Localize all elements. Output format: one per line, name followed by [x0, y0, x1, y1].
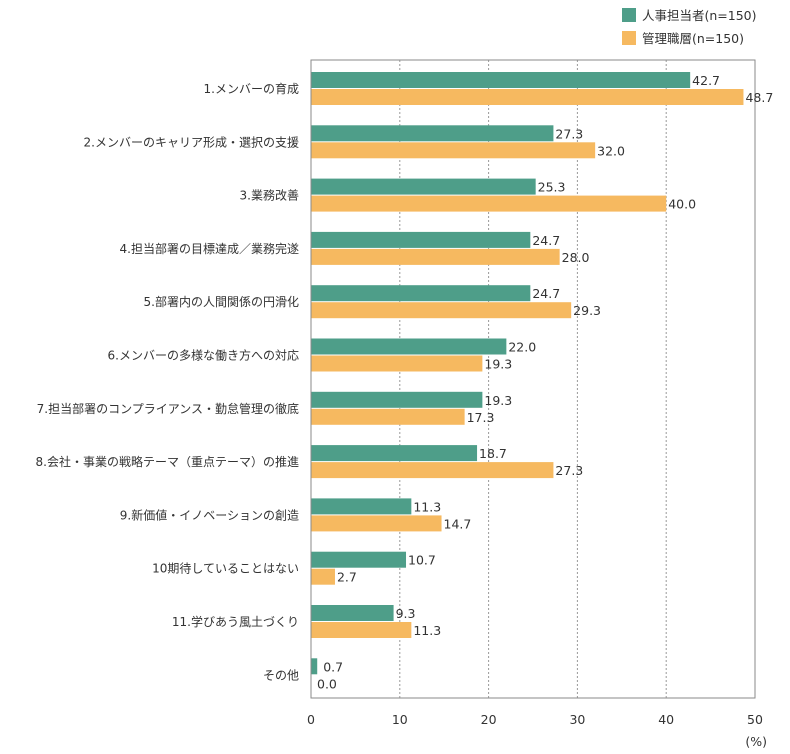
value-label: 42.7 [692, 73, 720, 88]
bar-manager [311, 568, 335, 585]
value-label: 24.7 [532, 286, 560, 301]
x-tick-label: 30 [569, 712, 585, 727]
legend-label: 管理職層(n=150) [642, 31, 744, 46]
bar-manager [311, 622, 412, 638]
value-label: 10.7 [408, 553, 436, 568]
bar-hr [311, 125, 554, 142]
bar-hr [311, 338, 507, 355]
labels: 42.7 48.7 1.メンバーの育成 27.3 32.0 2.メンバーのキャリア形成・選… [36, 73, 774, 691]
plot-frame [310, 59, 756, 699]
value-label: 11.3 [413, 499, 441, 514]
bar-hr [311, 231, 531, 248]
category-label: 1.メンバーの育成 [204, 81, 299, 96]
x-tick-label: 20 [481, 712, 497, 727]
value-label: 18.7 [479, 446, 507, 461]
x-tick-label: 40 [658, 712, 674, 727]
value-label: 24.7 [532, 233, 560, 248]
bar-hr [311, 391, 483, 408]
x-tick-label: 0 [307, 712, 315, 727]
axes: 0 10 20 30 40 50 (%) [307, 59, 767, 749]
value-label: 25.3 [538, 180, 566, 195]
bar-manager [311, 142, 596, 159]
bar-hr [311, 72, 691, 88]
category-label: 11.学びあう風土づくり [172, 614, 299, 629]
category-label: 6.メンバーの多様な働き方への対応 [108, 348, 299, 363]
category-label: その他 [263, 668, 299, 682]
value-label: 32.0 [597, 143, 625, 158]
bar-hr [311, 498, 412, 515]
value-label: 0.0 [317, 676, 337, 691]
value-label: 14.7 [444, 516, 472, 531]
bar-manager [311, 515, 442, 532]
value-label: 48.7 [745, 90, 773, 105]
bar-hr [311, 658, 318, 675]
category-label: 5.部署内の人間関係の円滑化 [144, 294, 299, 309]
value-label: 0.7 [323, 659, 343, 674]
bar-hr [311, 445, 478, 462]
value-label: 2.7 [337, 570, 357, 585]
value-label: 19.3 [484, 357, 512, 372]
x-tick-label: 10 [392, 712, 408, 727]
bar-manager [311, 89, 744, 105]
bar-manager [311, 195, 667, 212]
category-label: 8.会社・事業の戦略テーマ（重点テーマ）の推進 [36, 454, 299, 469]
legend: 人事担当者(n=150) 管理職層(n=150) [622, 8, 757, 46]
bar-manager [311, 248, 560, 265]
category-label: 2.メンバーのキャリア形成・選択の支援 [84, 135, 299, 149]
category-label: 10期待していることはない [152, 562, 299, 576]
legend-swatch [622, 31, 636, 45]
category-label: 7.担当部署のコンプライアンス・勤怠管理の徹底 [37, 401, 299, 416]
bar-manager [311, 462, 554, 479]
value-label: 22.0 [508, 340, 536, 355]
bar-manager [311, 408, 465, 425]
value-label: 17.3 [467, 410, 495, 425]
bar-hr [311, 551, 407, 568]
value-label: 28.0 [562, 250, 590, 265]
value-label: 27.3 [555, 463, 583, 478]
legend-label: 人事担当者(n=150) [642, 8, 757, 23]
value-label: 11.3 [413, 623, 441, 638]
value-label: 9.3 [396, 606, 416, 621]
value-label: 19.3 [484, 393, 512, 408]
category-label: 4.担当部署の目標達成／業務完遂 [120, 241, 299, 256]
value-label: 29.3 [573, 303, 601, 318]
bar-hr [311, 285, 531, 302]
value-label: 40.0 [668, 197, 696, 212]
category-label: 9.新価値・イノベーションの創造 [120, 507, 299, 522]
bar-hr [311, 605, 394, 621]
category-label: 3.業務改善 [240, 188, 299, 203]
bar-hr [311, 178, 536, 195]
legend-swatch [622, 8, 636, 22]
x-tick-label: 50 [747, 712, 763, 727]
bar-manager [311, 302, 572, 319]
bar-manager [311, 355, 483, 372]
x-unit-label: (%) [745, 734, 767, 749]
value-label: 27.3 [555, 126, 583, 141]
bars [311, 72, 744, 675]
